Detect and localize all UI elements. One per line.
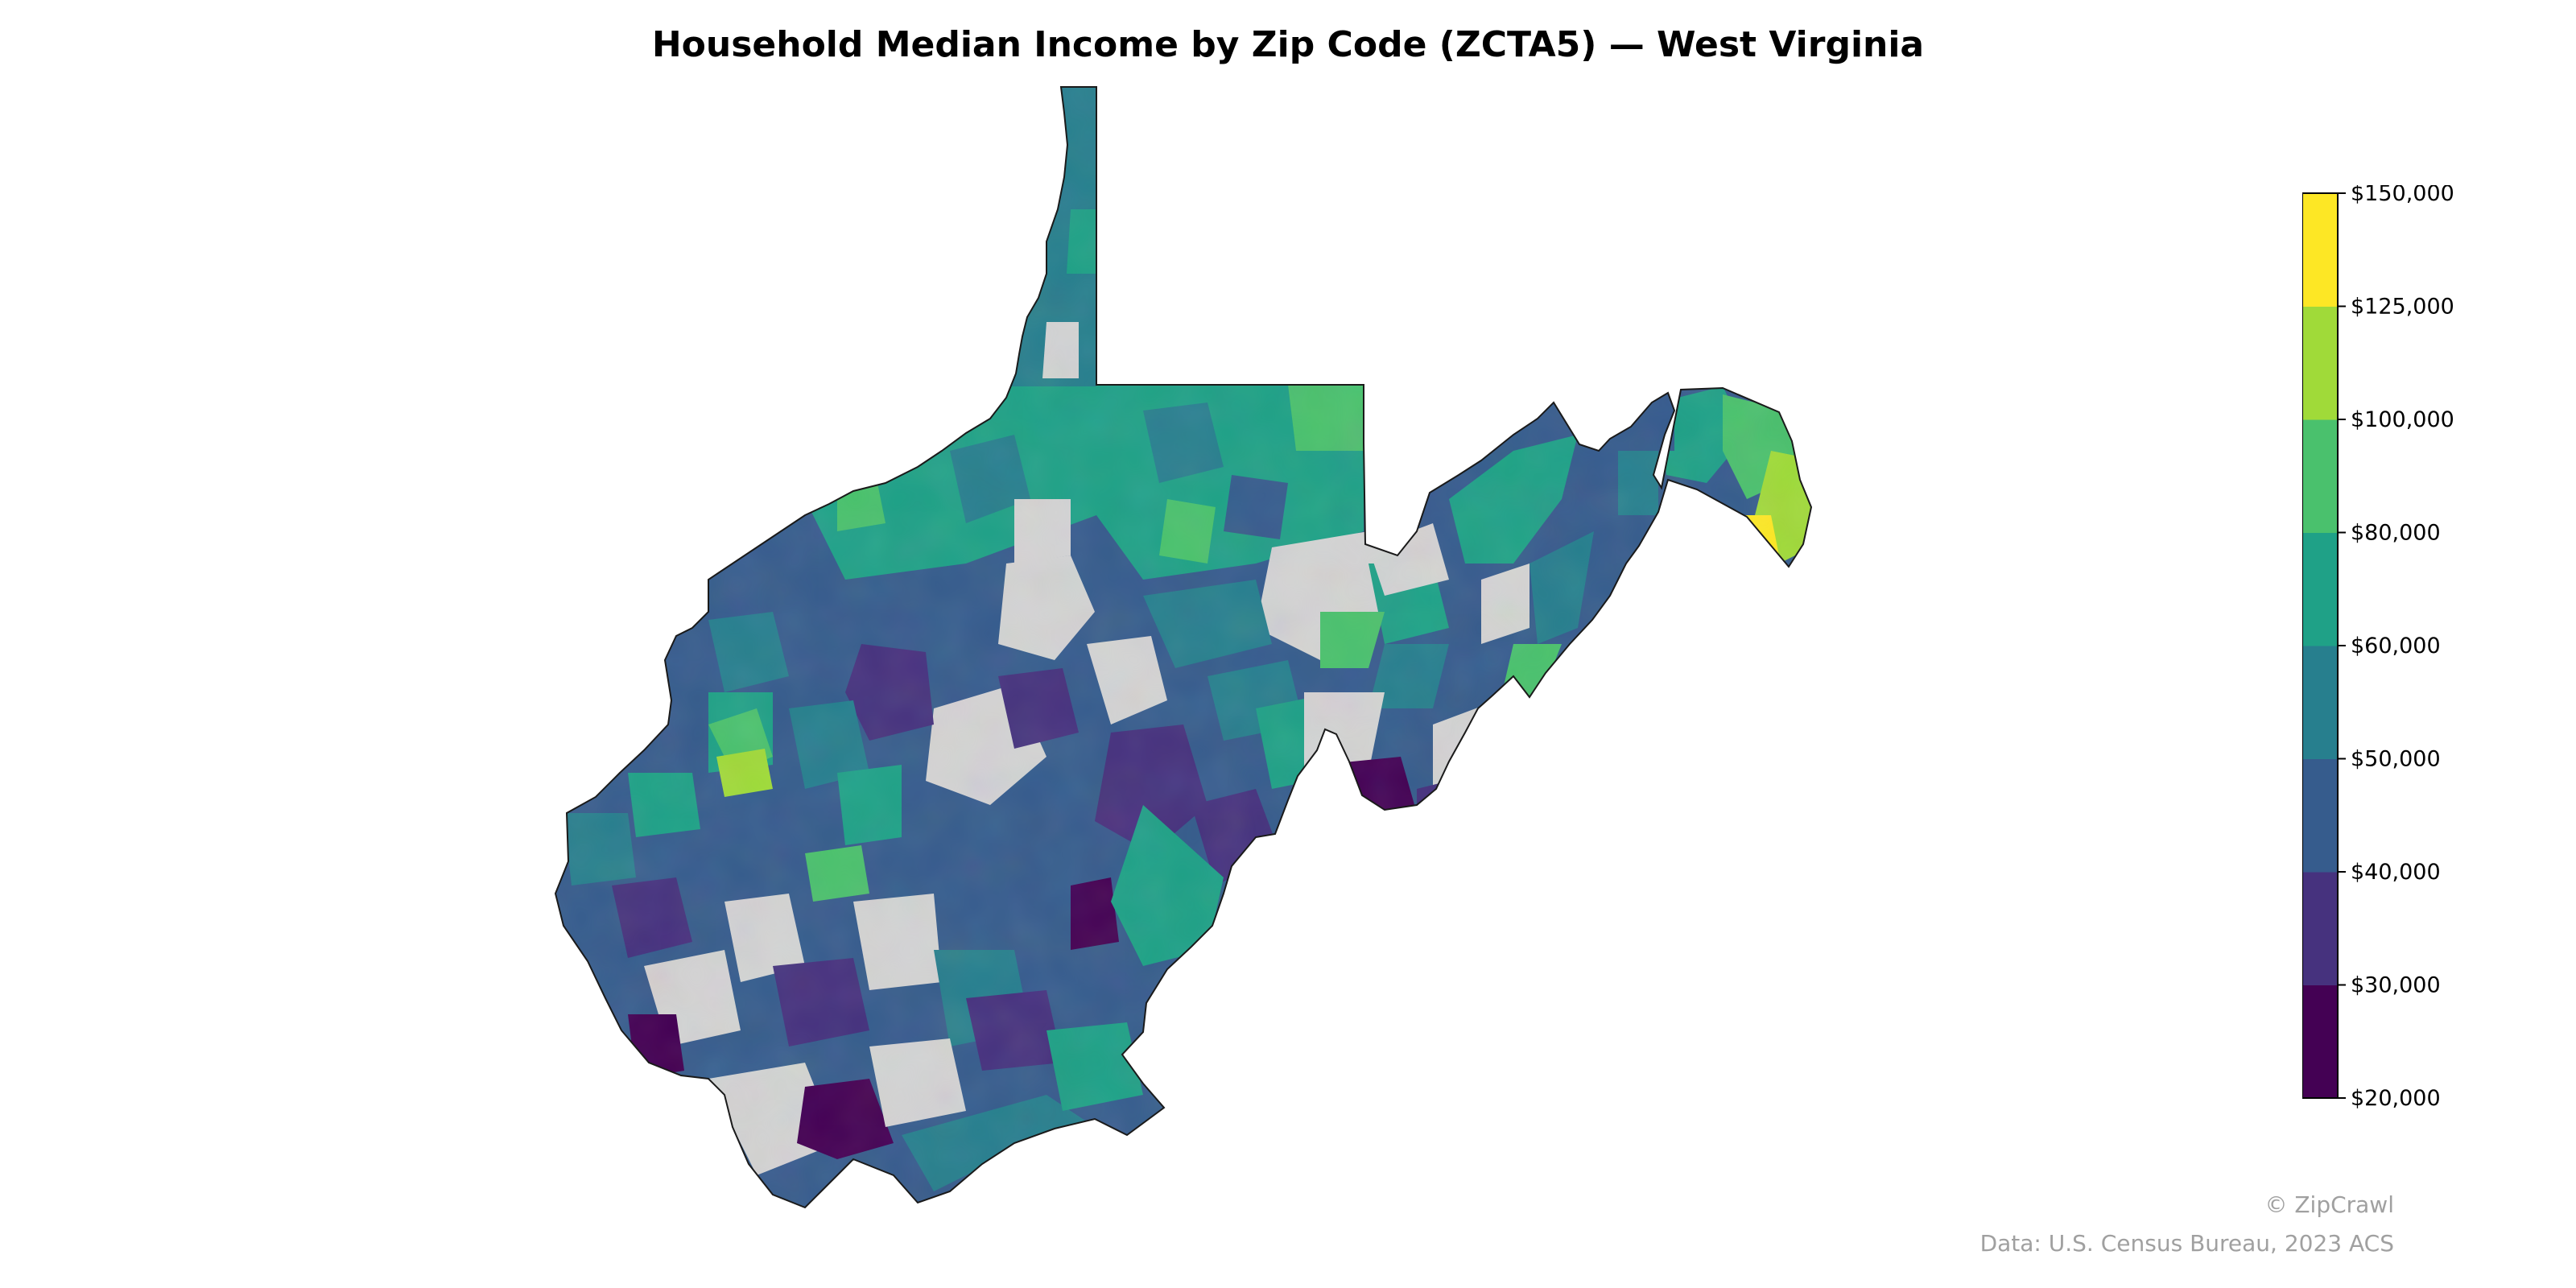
legend-tick-label: $20,000	[2351, 1086, 2441, 1111]
legend-tick-label: $150,000	[2351, 185, 2454, 206]
legend-swatch	[2302, 193, 2338, 307]
map-title: Household Median Income by Zip Code (ZCT…	[651, 24, 1925, 65]
legend-swatch	[2302, 306, 2338, 420]
map-credit: © ZipCrawl	[2264, 1191, 2394, 1218]
legend-tick-label: $30,000	[2351, 973, 2441, 998]
data-source-note: Data: U.S. Census Bureau, 2023 ACS	[1979, 1230, 2394, 1257]
legend-tick-label: $40,000	[2351, 860, 2441, 885]
legend-frame	[2302, 192, 2339, 1099]
legend-tick-label: $60,000	[2351, 634, 2441, 658]
legend-swatch	[2302, 758, 2338, 873]
legend-tick-label: $100,000	[2351, 407, 2454, 432]
legend-swatch	[2302, 872, 2338, 985]
legend-swatch	[2302, 419, 2338, 533]
zip-boundary-texture	[555, 87, 1811, 1208]
legend-tick-label: $80,000	[2351, 521, 2441, 546]
legend-tick-label: $50,000	[2351, 747, 2441, 772]
legend-swatch	[2302, 646, 2338, 759]
state-outline	[554, 86, 1813, 1209]
legend-tick-label: $125,000	[2351, 295, 2454, 320]
income-color-legend: $20,000 $30,000 $40,000 $50,000 $60,000 $80,0…	[2302, 185, 2454, 1111]
legend-swatch	[2302, 532, 2338, 646]
legend-swatch	[2302, 985, 2338, 1099]
